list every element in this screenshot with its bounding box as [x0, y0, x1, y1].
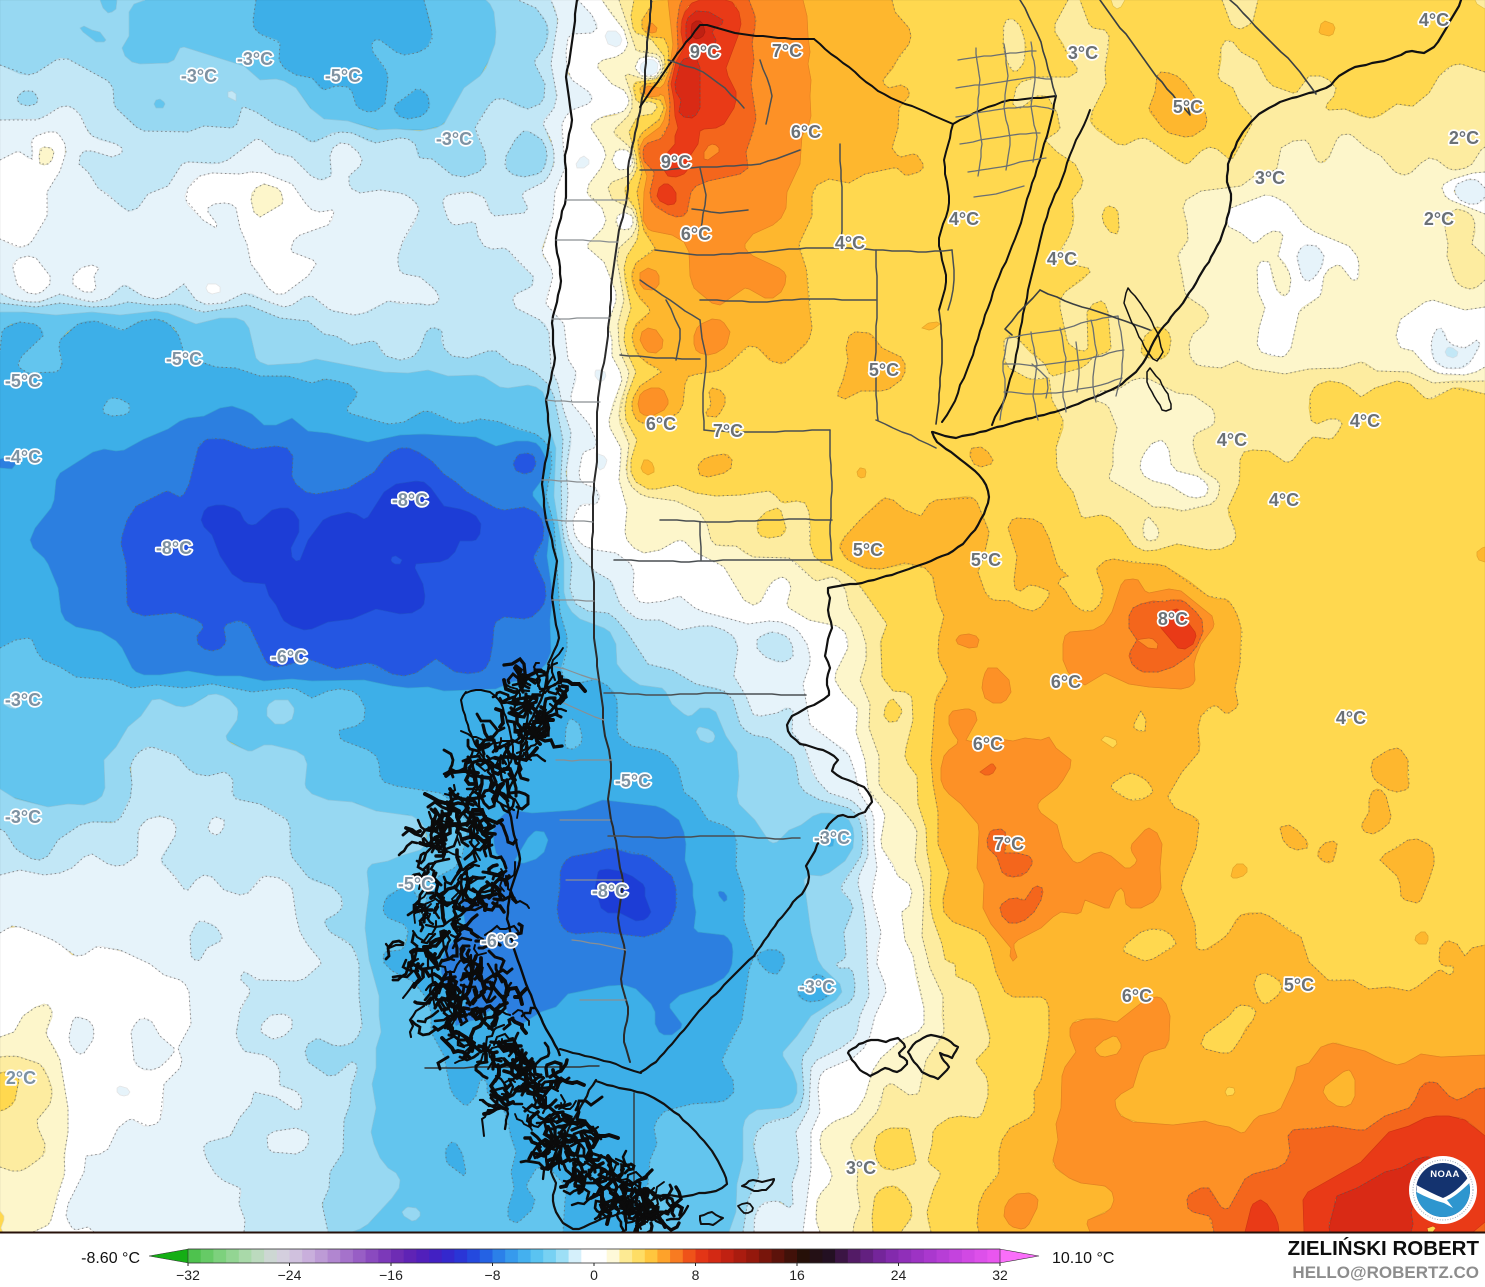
svg-text:2°C: 2°C [6, 1068, 36, 1088]
svg-text:10.10 °C: 10.10 °C [1052, 1250, 1114, 1267]
svg-text:3°C: 3°C [1068, 43, 1098, 63]
svg-text:4°C: 4°C [1269, 490, 1299, 510]
svg-text:6°C: 6°C [681, 224, 711, 244]
svg-text:4°C: 4°C [835, 233, 865, 253]
svg-text:-5°C: -5°C [166, 349, 202, 369]
svg-text:6°C: 6°C [973, 734, 1003, 754]
svg-text:4°C: 4°C [1419, 10, 1449, 30]
svg-text:7°C: 7°C [772, 41, 802, 61]
svg-text:-3°C: -3°C [799, 977, 835, 997]
svg-text:24: 24 [891, 1267, 907, 1283]
svg-text:7°C: 7°C [713, 421, 743, 441]
svg-text:-5°C: -5°C [325, 66, 361, 86]
svg-text:5°C: 5°C [853, 540, 883, 560]
svg-text:-5°C: -5°C [398, 874, 434, 894]
svg-text:-8°C: -8°C [592, 881, 628, 901]
svg-text:-8.60 °C: -8.60 °C [81, 1250, 140, 1267]
svg-text:4°C: 4°C [949, 209, 979, 229]
svg-text:-3°C: -3°C [181, 66, 217, 86]
svg-text:3°C: 3°C [1255, 168, 1285, 188]
svg-text:0: 0 [590, 1267, 598, 1283]
svg-text:4°C: 4°C [1336, 708, 1366, 728]
svg-text:9°C: 9°C [661, 152, 691, 172]
svg-text:−8: −8 [485, 1267, 501, 1283]
svg-text:7°C: 7°C [994, 834, 1024, 854]
svg-text:NOAA: NOAA [1430, 1169, 1460, 1180]
svg-text:-3°C: -3°C [436, 129, 472, 149]
svg-text:−16: −16 [379, 1267, 403, 1283]
svg-text:6°C: 6°C [1051, 672, 1081, 692]
svg-text:-3°C: -3°C [5, 807, 41, 827]
svg-text:5°C: 5°C [869, 360, 899, 380]
svg-text:8: 8 [692, 1267, 700, 1283]
svg-text:-3°C: -3°C [237, 49, 273, 69]
svg-text:4°C: 4°C [1217, 430, 1247, 450]
svg-text:5°C: 5°C [1173, 97, 1203, 117]
svg-text:32: 32 [992, 1267, 1008, 1283]
svg-text:-6°C: -6°C [481, 931, 517, 951]
svg-text:6°C: 6°C [1122, 986, 1152, 1006]
svg-text:5°C: 5°C [1284, 975, 1314, 995]
svg-text:-5°C: -5°C [5, 371, 41, 391]
svg-text:-3°C: -3°C [814, 828, 850, 848]
svg-text:8°C: 8°C [1158, 609, 1188, 629]
svg-text:5°C: 5°C [971, 550, 1001, 570]
svg-text:−32: −32 [176, 1267, 200, 1283]
svg-text:6°C: 6°C [646, 414, 676, 434]
svg-text:3°C: 3°C [846, 1158, 876, 1178]
svg-text:ZIELIŃSKI ROBERT: ZIELIŃSKI ROBERT [1288, 1237, 1480, 1260]
svg-text:HELLO@ROBERTZ.CO: HELLO@ROBERTZ.CO [1292, 1263, 1479, 1282]
svg-text:-3°C: -3°C [5, 690, 41, 710]
svg-text:9°C: 9°C [690, 42, 720, 62]
svg-text:6°C: 6°C [791, 122, 821, 142]
svg-text:4°C: 4°C [1350, 411, 1380, 431]
svg-text:−24: −24 [278, 1267, 302, 1283]
svg-text:-4°C: -4°C [5, 447, 41, 467]
svg-text:-6°C: -6°C [271, 647, 307, 667]
svg-text:2°C: 2°C [1449, 128, 1479, 148]
svg-text:2°C: 2°C [1424, 209, 1454, 229]
svg-text:-8°C: -8°C [392, 490, 428, 510]
svg-text:-5°C: -5°C [615, 771, 651, 791]
svg-text:-8°C: -8°C [156, 538, 192, 558]
svg-text:4°C: 4°C [1047, 249, 1077, 269]
svg-text:16: 16 [789, 1267, 805, 1283]
